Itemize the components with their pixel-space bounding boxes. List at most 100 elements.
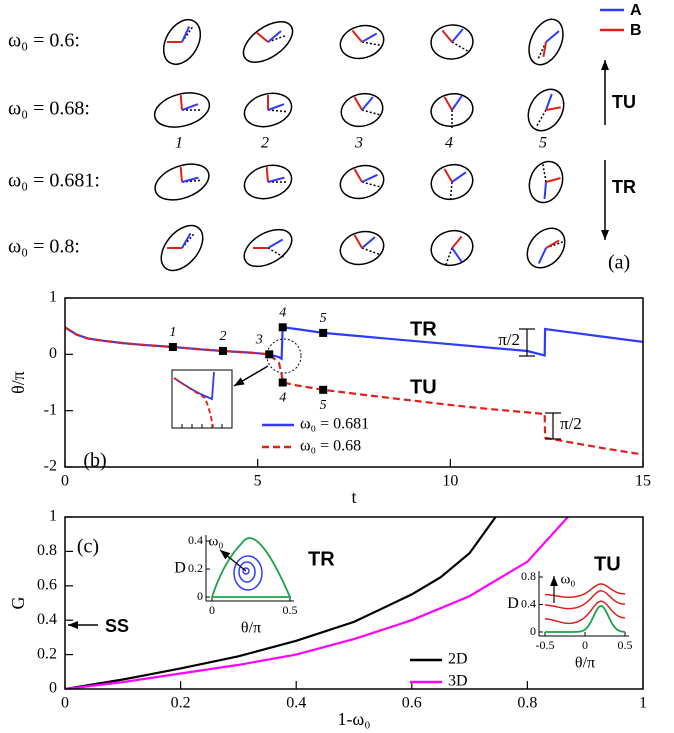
y-tick-label: 0.8: [37, 542, 57, 559]
orientation-cell: [339, 164, 385, 200]
inset-x-tick-label: 0.5: [618, 638, 633, 652]
column-label: 4: [445, 135, 453, 152]
ellipse: [528, 18, 564, 66]
annotation: π/2: [498, 330, 520, 349]
marker-label: 2: [219, 329, 226, 344]
inset-curve: [544, 600, 626, 625]
marker: [319, 328, 328, 337]
column-label: 2: [261, 135, 269, 152]
inset-y-tick-label: 0.4: [521, 596, 536, 610]
ellipse: [154, 163, 210, 201]
legend-label: ω₀ = 0.681: [300, 416, 369, 433]
vector-b: [179, 94, 183, 111]
vector-a: [361, 173, 378, 183]
marker: [278, 323, 287, 332]
vector-b: [179, 166, 183, 183]
row-label: ω₀ = 0.681:: [8, 170, 100, 192]
x-tick-label: 0: [61, 695, 69, 712]
inset-x-tick-label: -0.5: [536, 638, 555, 652]
panel-label: (b): [83, 450, 106, 472]
orientation-cell: [430, 24, 474, 60]
dotted-axis: [181, 179, 200, 183]
ellipse: [160, 224, 204, 272]
arrow-label: TU: [612, 92, 636, 112]
panel-label: (c): [77, 536, 99, 558]
y-tick-label: 1: [49, 508, 57, 525]
marker: [265, 350, 274, 359]
vector-b: [441, 29, 453, 43]
orientation-cell: [339, 230, 385, 266]
inset-curve: [238, 561, 256, 583]
vector-a: [267, 176, 285, 183]
x-axis-label: t: [351, 487, 356, 507]
y-axis-label: θ/π: [8, 371, 28, 394]
plot-frame: [64, 297, 644, 468]
column-label: 5: [539, 135, 547, 152]
zoom-circle: [266, 338, 302, 374]
inset-curve: [544, 590, 626, 610]
marker: [319, 385, 328, 394]
vector-a: [361, 236, 376, 249]
orientation-cell: [528, 160, 564, 204]
ellipse: [243, 164, 293, 200]
column-label: 1: [175, 135, 183, 152]
vector-a: [451, 28, 464, 43]
zoom-inset: [171, 369, 233, 429]
ellipse: [430, 163, 474, 201]
ellipse: [430, 229, 474, 267]
inset-y-label: D: [507, 595, 519, 612]
marker-label: 1: [169, 325, 176, 340]
ellipse: [339, 164, 385, 200]
dotted-axis: [267, 247, 284, 258]
y-tick-label: -1: [44, 401, 57, 418]
dotted-axis: [361, 109, 380, 116]
dotted-axis: [267, 35, 286, 43]
y-tick-label: 0.2: [37, 645, 57, 662]
vector-a: [537, 247, 547, 264]
orientation-cell: [430, 163, 474, 201]
x-tick-label: 0.2: [171, 695, 191, 712]
vector-a: [451, 95, 463, 111]
dotted-axis: [451, 41, 468, 52]
series-line: [65, 326, 643, 456]
inset-y-tick-label: 0: [530, 624, 536, 638]
orientation-cell: [339, 24, 385, 60]
vector-b: [545, 177, 561, 183]
legend-label: 2D: [448, 651, 468, 668]
ellipse: [339, 230, 385, 266]
dotted-axis: [449, 181, 453, 200]
dotted-axis: [267, 109, 286, 113]
inset-curve: [211, 537, 292, 598]
ellipse: [243, 92, 293, 128]
inset-x-tick-label: 0.5: [283, 603, 298, 617]
vector-b: [443, 168, 453, 183]
legend-label: ω₀ = 0.68: [300, 438, 361, 455]
vector-a: [267, 238, 284, 249]
ellipse: [340, 92, 384, 128]
column-label: 3: [354, 135, 363, 152]
arrow-head: [601, 60, 609, 70]
orientation-cell: [162, 18, 202, 66]
dotted-axis: [361, 181, 380, 188]
annotation: TR: [410, 318, 437, 340]
inset-curve: [545, 604, 626, 633]
annotation: π/2: [560, 414, 582, 433]
row-label: ω₀ = 0.8:: [8, 236, 80, 258]
inset-x-label: θ/π: [575, 655, 595, 672]
y-tick-label: 1: [49, 289, 57, 306]
ellipse: [528, 160, 564, 204]
dotted-axis: [545, 241, 564, 249]
orientation-cell: [160, 224, 204, 272]
row-label: ω₀ = 0.6:: [8, 30, 80, 52]
inset-x-tick-label: 0: [582, 638, 588, 652]
vector-a: [451, 247, 463, 263]
vector-a: [545, 30, 560, 43]
ellipse: [243, 228, 293, 268]
arrow-head: [234, 377, 245, 386]
vector-b: [545, 239, 560, 249]
orientation-cell: [528, 18, 564, 66]
vector-a: [181, 26, 191, 43]
inset-x-label: θ/π: [241, 620, 261, 637]
dotted-axis: [181, 26, 193, 43]
dotted-axis: [181, 233, 195, 249]
